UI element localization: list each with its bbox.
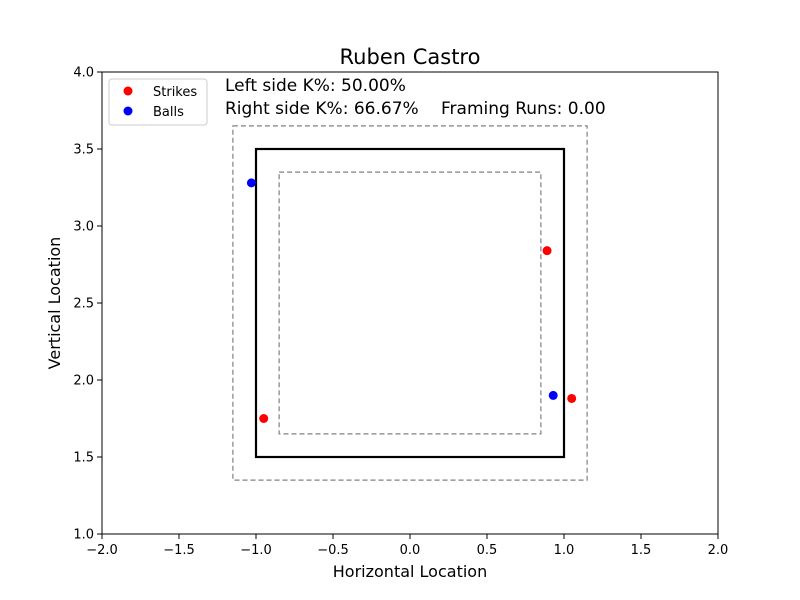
x-tick-label: 1.5: [631, 543, 652, 558]
y-axis-ticks: 1.0 1.5 2.0 2.5 3.0 3.5 4.0: [73, 66, 102, 543]
balls-point-2: [548, 390, 558, 400]
x-tick-label: 0.5: [477, 543, 498, 558]
y-tick-label: 3.0: [73, 220, 94, 235]
strikes-point-1: [259, 414, 269, 423]
strikes-point-3: [567, 393, 577, 403]
x-tick-label: −0.5: [317, 543, 349, 558]
zones-layer: [232, 125, 588, 481]
x-axis-label: Horizontal Location: [333, 562, 487, 581]
legend: Strikes Balls: [108, 78, 208, 126]
legend-balls-marker: [123, 106, 133, 116]
inner-zone-boundary: [278, 171, 542, 435]
y-axis-label: Vertical Location: [45, 237, 64, 370]
x-axis-ticks: −2.0 −1.5 −1.0 −0.5 0.0 0.5 1.0 1.5 2.0: [86, 534, 728, 558]
y-tick-label: 1.0: [73, 528, 94, 543]
balls-point-1: [246, 178, 256, 188]
x-tick-label: 2.0: [708, 543, 729, 558]
y-tick-label: 2.5: [73, 297, 94, 312]
strikes-point-2: [542, 246, 552, 256]
y-tick-label: 4.0: [73, 66, 94, 81]
legend-strikes-label: Strikes: [153, 85, 197, 100]
x-tick-label: −1.0: [240, 543, 272, 558]
points-layer: [246, 178, 577, 423]
legend-box: [108, 78, 208, 126]
legend-strikes-marker: [123, 86, 133, 96]
x-tick-label: 1.0: [554, 543, 575, 558]
y-tick-label: 1.5: [73, 451, 94, 466]
left-k-annotation: Left side K%: 50.00%: [225, 76, 406, 96]
outer-zone-boundary: [232, 125, 588, 481]
right-k-annotation: Right side K%: 66.67%: [225, 99, 419, 119]
x-tick-label: 0.0: [400, 543, 421, 558]
y-tick-label: 2.0: [73, 374, 94, 389]
plot-frame: [101, 71, 719, 535]
x-tick-label: −1.5: [163, 543, 195, 558]
y-tick-label: 3.5: [73, 143, 94, 158]
strike-zone-boundary: [254, 147, 566, 459]
x-tick-label: −2.0: [86, 543, 118, 558]
legend-balls-label: Balls: [153, 105, 184, 120]
chart-title: Ruben Castro: [340, 45, 481, 69]
framing-runs-annotation: Framing Runs: 0.00: [441, 99, 606, 119]
